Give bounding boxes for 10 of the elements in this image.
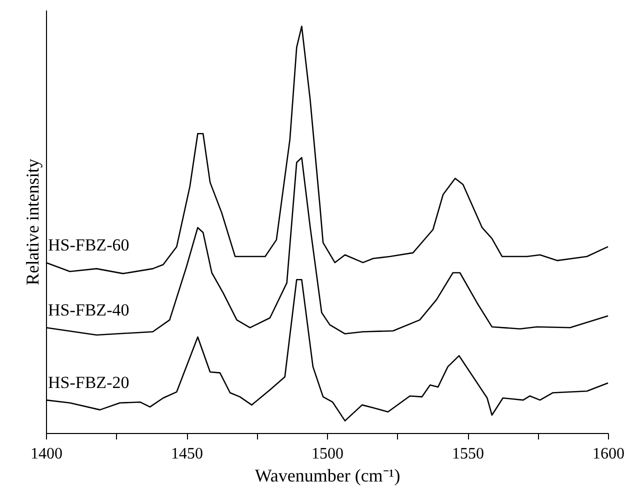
x-axis-title: Wavenumber (cm⁻¹)	[254, 466, 400, 486]
x-tick-label: 1400	[30, 446, 62, 462]
series-label: HS-FBZ-20	[48, 373, 130, 392]
series-label: HS-FBZ-60	[48, 236, 130, 255]
y-axis-title: Relative intensity	[22, 158, 42, 286]
series-label: HS-FBZ-40	[48, 300, 130, 320]
x-tick-label: 1500	[312, 446, 344, 462]
x-tick-label: 1550	[452, 446, 484, 462]
x-tick-label: 1600	[592, 446, 624, 462]
x-tick-label: 1450	[171, 446, 203, 462]
